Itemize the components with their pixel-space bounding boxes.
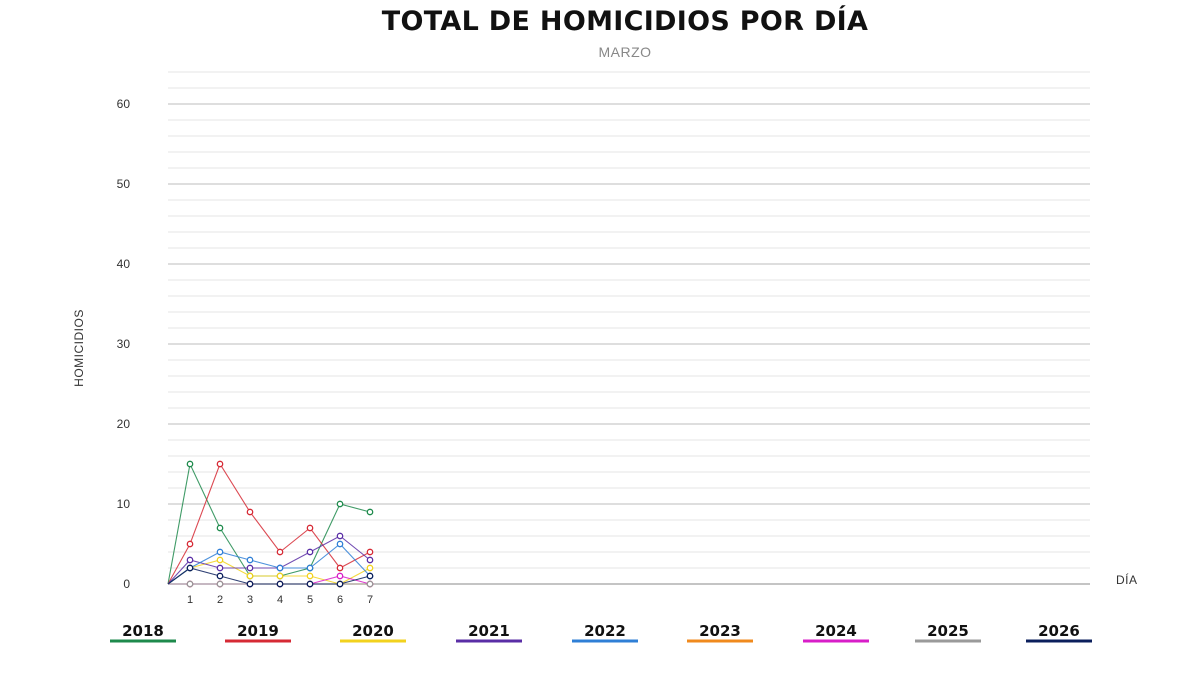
data-point-2020 <box>276 572 284 580</box>
data-point-2021 <box>336 532 344 540</box>
data-point-2026 <box>366 572 374 580</box>
x-tick-label: 6 <box>337 594 343 606</box>
data-point-2026 <box>216 572 224 580</box>
data-point-2019 <box>366 548 374 556</box>
series-line-2019 <box>167 462 371 585</box>
data-point-2021 <box>216 564 224 572</box>
x-tick-label: 5 <box>307 594 313 606</box>
data-point-2019 <box>306 524 314 532</box>
legend-item-2021[interactable]: 2021 <box>456 622 522 643</box>
legend-label: 2025 <box>927 622 969 640</box>
series-2022 <box>167 540 374 585</box>
data-point-2026 <box>336 580 344 588</box>
data-point-2022 <box>246 556 254 564</box>
data-point-2022 <box>276 564 284 572</box>
legend-label: 2019 <box>237 622 279 640</box>
y-tick-label: 50 <box>117 177 131 191</box>
data-point-2021 <box>246 564 254 572</box>
data-point-2020 <box>246 572 254 580</box>
legend-item-2025[interactable]: 2025 <box>915 622 981 643</box>
data-point-2025 <box>186 580 194 588</box>
data-point-2019 <box>216 460 224 468</box>
series-line-2026 <box>167 567 371 585</box>
data-point-2021 <box>306 548 314 556</box>
legend-item-2018[interactable]: 2018 <box>110 622 176 643</box>
data-point-2026 <box>246 580 254 588</box>
legend-item-2026[interactable]: 2026 <box>1026 622 1092 643</box>
series <box>167 460 374 588</box>
x-tick-label: 2 <box>217 594 223 606</box>
data-point-2019 <box>336 564 344 572</box>
legend-item-2019[interactable]: 2019 <box>225 622 291 643</box>
x-tick-label: 1 <box>187 594 193 606</box>
legend-label: 2023 <box>699 622 741 640</box>
legend-label: 2018 <box>122 622 164 640</box>
data-point-2019 <box>186 540 194 548</box>
legend-label: 2024 <box>815 622 857 640</box>
legend-label: 2020 <box>352 622 394 640</box>
data-point-2022 <box>306 564 314 572</box>
data-point-2022 <box>216 548 224 556</box>
legend-label: 2026 <box>1038 622 1080 640</box>
legend-item-2023[interactable]: 2023 <box>687 622 753 643</box>
data-point-2018 <box>366 508 374 516</box>
data-point-2025 <box>216 580 224 588</box>
chart-subtitle: MARZO <box>598 44 652 60</box>
y-axis-title: HOMICIDIOS <box>72 309 86 387</box>
data-point-2018 <box>186 460 194 468</box>
data-point-2020 <box>306 572 314 580</box>
x-tick-label: 7 <box>367 594 373 606</box>
data-point-2024 <box>336 572 344 580</box>
x-tick-label: 4 <box>277 594 283 606</box>
data-point-2019 <box>276 548 284 556</box>
series-2021 <box>167 532 374 585</box>
data-point-2019 <box>246 508 254 516</box>
legend-item-2020[interactable]: 2020 <box>340 622 406 643</box>
data-point-2018 <box>216 524 224 532</box>
series-line-2020 <box>167 559 371 585</box>
legend-item-2022[interactable]: 2022 <box>572 622 638 643</box>
data-point-2026 <box>186 564 194 572</box>
data-point-2022 <box>336 540 344 548</box>
y-tick-label: 60 <box>117 97 131 111</box>
data-point-2021 <box>186 556 194 564</box>
data-point-2026 <box>276 580 284 588</box>
legend: 2018 2019 2020 2021 2022 2023 2024 2025 2026 <box>110 622 1092 643</box>
data-point-2020 <box>366 564 374 572</box>
axes: HOMICIDIOS DÍA 0 10 20 30 40 50 60 1 2 3 4 5 6 7 <box>72 97 1138 606</box>
legend-label: 2021 <box>468 622 510 640</box>
series-line-2022 <box>167 543 371 585</box>
legend-label: 2022 <box>584 622 626 640</box>
series-2019 <box>167 460 374 585</box>
series-2026 <box>167 564 374 588</box>
legend-item-2024[interactable]: 2024 <box>803 622 869 643</box>
data-point-2025 <box>366 580 374 588</box>
data-point-2018 <box>336 500 344 508</box>
grid <box>168 71 1090 585</box>
y-tick-label: 30 <box>117 337 131 351</box>
y-tick-label: 20 <box>117 417 131 431</box>
x-axis-title: DÍA <box>1116 572 1138 587</box>
x-tick-label: 3 <box>247 594 253 606</box>
data-point-2026 <box>306 580 314 588</box>
y-tick-label: 40 <box>117 257 131 271</box>
y-tick-label: 10 <box>117 497 131 511</box>
series-line-2021 <box>167 535 371 585</box>
data-point-2021 <box>366 556 374 564</box>
chart-title: TOTAL DE HOMICIDIOS POR DÍA <box>381 6 869 37</box>
data-point-2020 <box>216 556 224 564</box>
y-tick-label: 0 <box>123 577 130 591</box>
